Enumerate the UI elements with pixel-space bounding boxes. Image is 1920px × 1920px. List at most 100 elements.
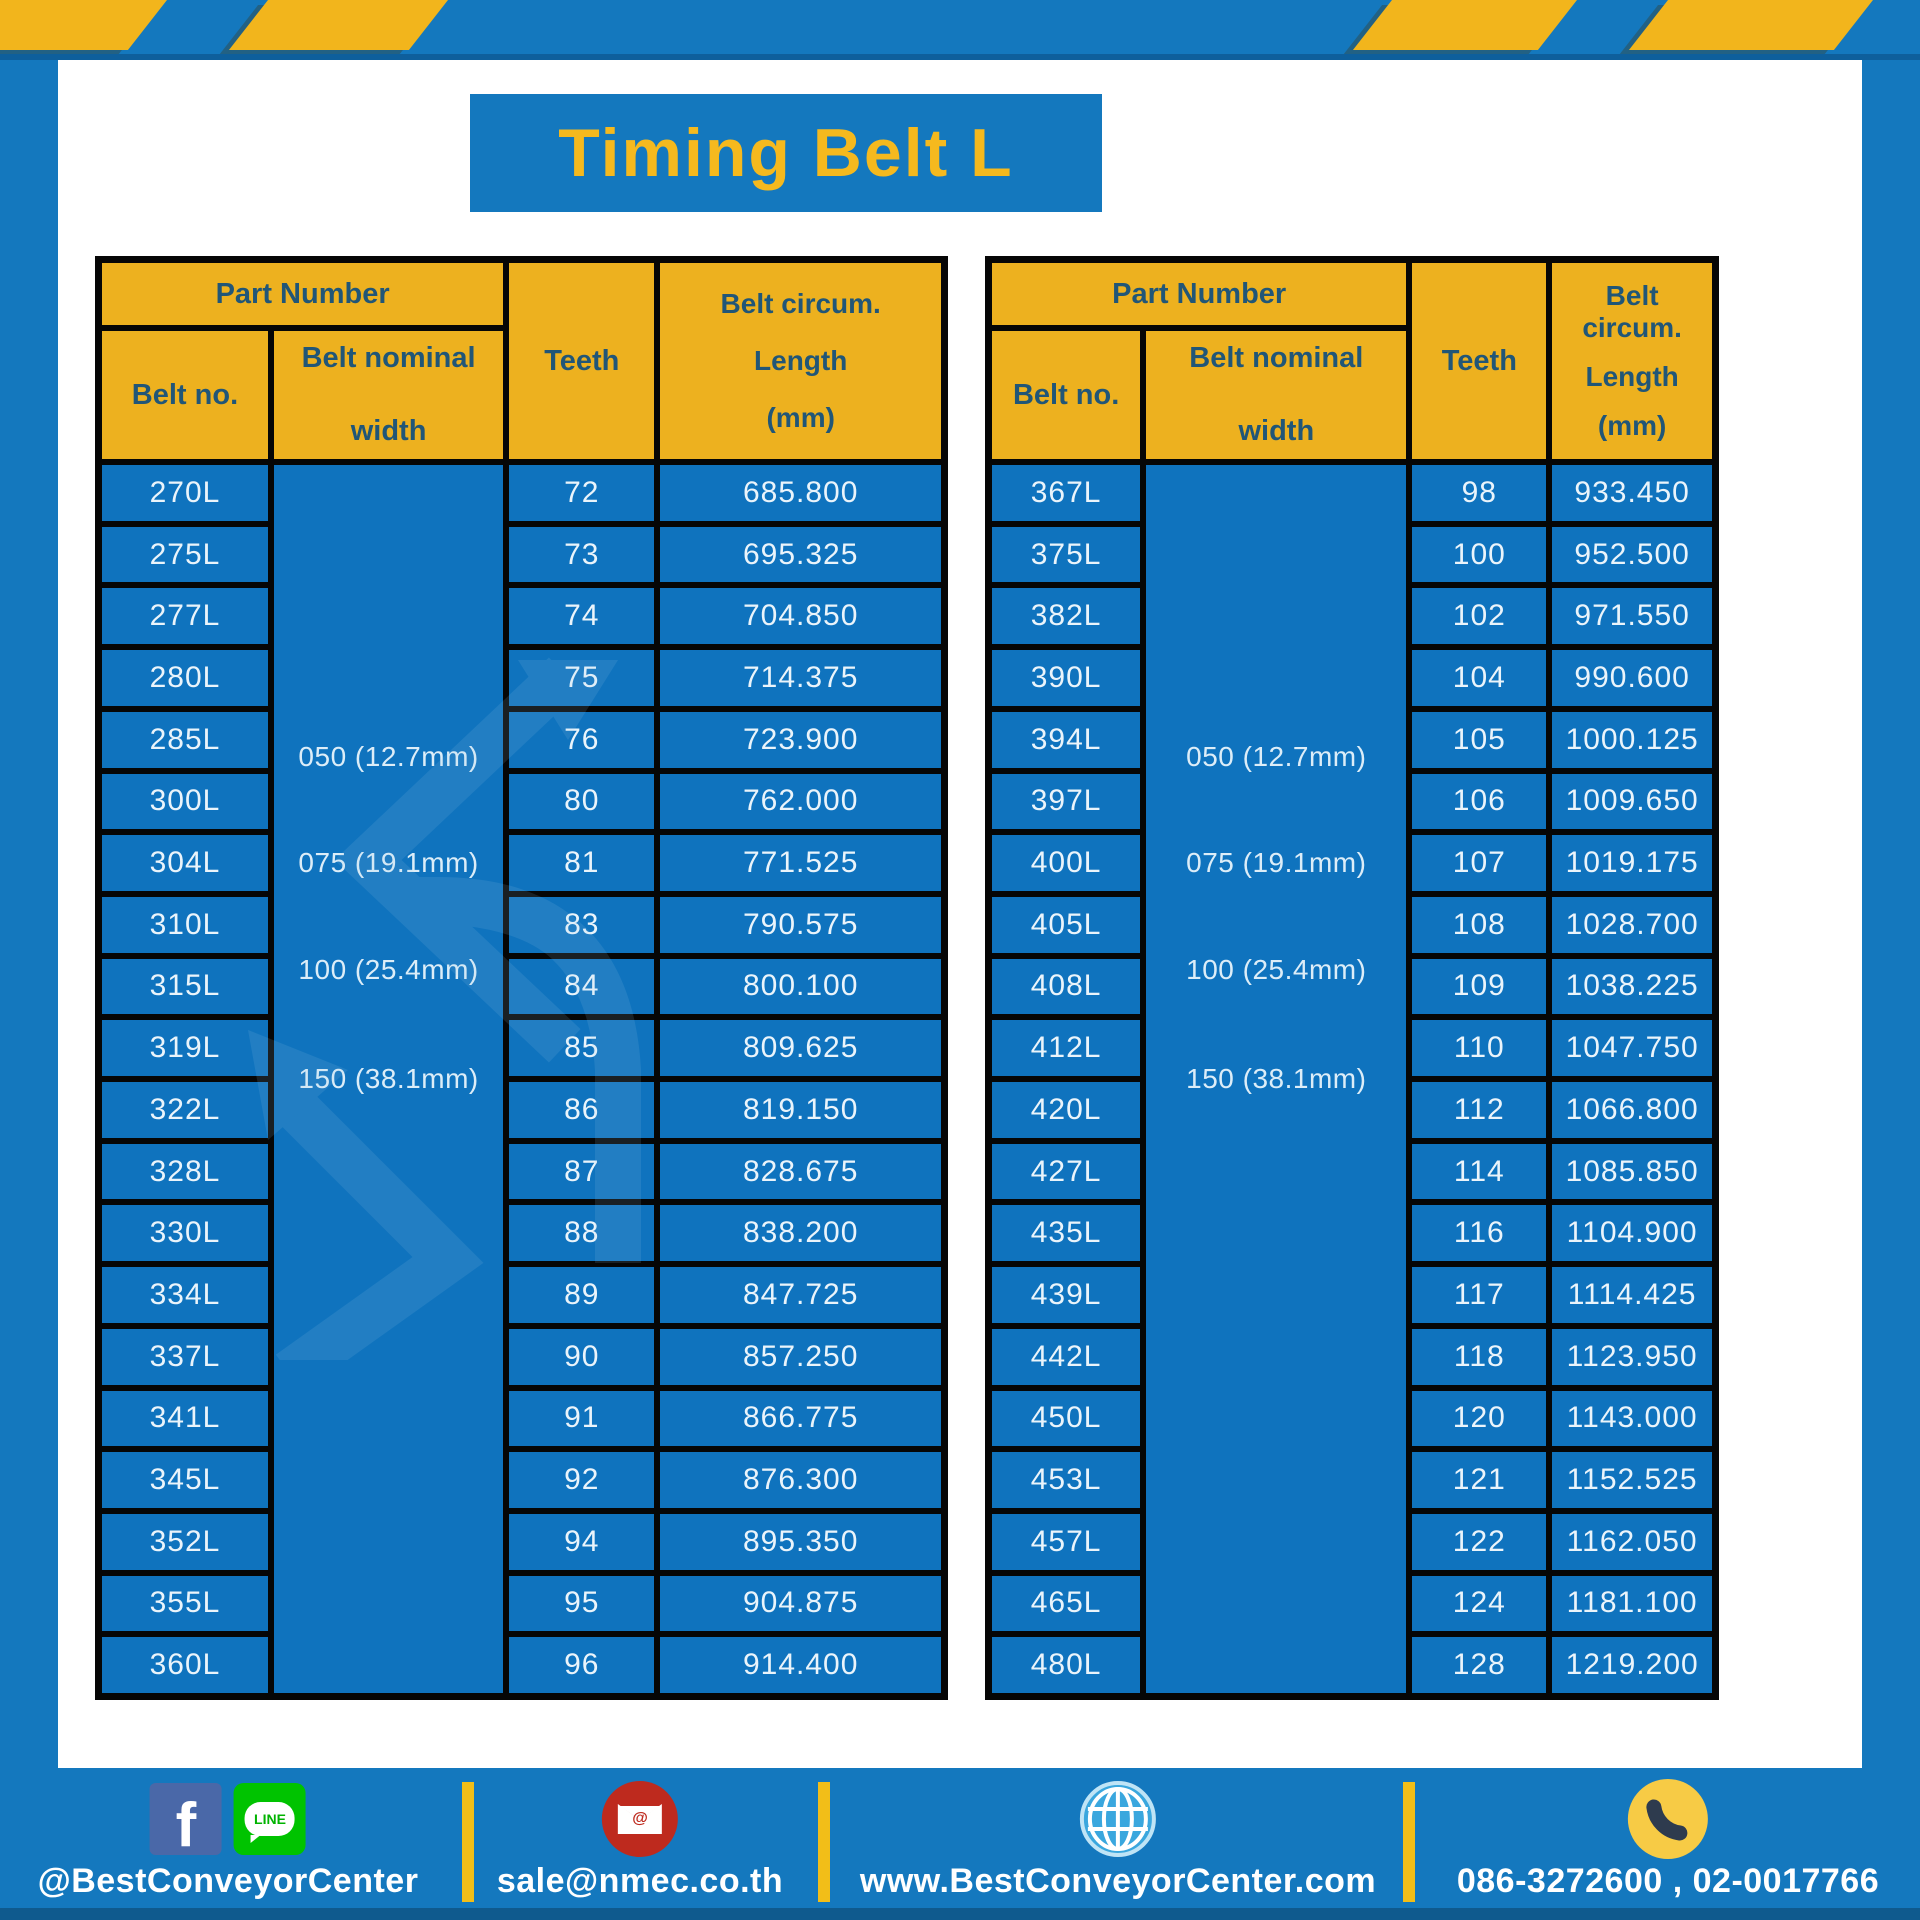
belt-width-merged-cell: 050 (12.7mm) 075 (19.1mm) 100 (25.4mm) 1… — [1146, 465, 1407, 1693]
belt-no-cell: 300L — [102, 773, 268, 830]
length-cell: 809.625 — [660, 1020, 941, 1076]
belt-no-cell: 375L — [992, 526, 1141, 583]
belt-no-cell: 453L — [992, 1452, 1141, 1508]
belt-width-value: 150 (38.1mm) — [298, 1063, 479, 1094]
teeth-cell: 118 — [1412, 1328, 1547, 1385]
belt-no-cell: 352L — [102, 1513, 268, 1570]
timing-belt-table-right: Part Number Belt no. Belt nominal width … — [985, 256, 1719, 1700]
globe-icon — [1080, 1781, 1156, 1857]
teeth-cell: 95 — [509, 1575, 655, 1632]
belt-no-cell: 457L — [992, 1513, 1141, 1570]
footer-divider — [462, 1782, 474, 1902]
length-cell: 819.150 — [660, 1082, 941, 1138]
email-icon: @ — [602, 1781, 678, 1857]
length-cell: 714.375 — [660, 650, 941, 706]
teeth-cell: 114 — [1412, 1143, 1547, 1200]
bottom-edge-shadow — [0, 1908, 1920, 1920]
website-label: www.BestConveyorCenter.com — [859, 1862, 1377, 1900]
belt-width-value: 100 (25.4mm) — [298, 953, 479, 985]
teeth-cell: 117 — [1412, 1267, 1547, 1323]
length-cell: 1009.650 — [1552, 773, 1712, 830]
belt-no-cell: 285L — [102, 711, 268, 768]
belt-width-value: 150 (38.1mm) — [1186, 1063, 1367, 1094]
teeth-cell: 102 — [1412, 588, 1547, 645]
belt-no-cell: 280L — [102, 650, 268, 706]
belt-width-value: 050 (12.7mm) — [1186, 741, 1367, 773]
belt-no-cell: 341L — [102, 1390, 268, 1447]
belt-no-cell: 382L — [992, 588, 1141, 645]
teeth-cell: 92 — [509, 1452, 655, 1508]
belt-no-cell: 277L — [102, 588, 268, 645]
teeth-cell: 98 — [1412, 465, 1547, 521]
teeth-cell: 94 — [509, 1513, 655, 1570]
teeth-cell: 83 — [509, 896, 655, 953]
teeth-cell: 85 — [509, 1020, 655, 1076]
hazard-stripe — [228, 0, 448, 50]
length-cell: 828.675 — [660, 1143, 941, 1200]
social-handle-label: @BestConveyorCenter — [37, 1862, 419, 1900]
length-cell: 904.875 — [660, 1575, 941, 1632]
footer-divider — [1403, 1782, 1415, 1902]
phone-icon — [1627, 1779, 1708, 1859]
teeth-cell: 86 — [509, 1082, 655, 1138]
belt-no-cell: 334L — [102, 1267, 268, 1323]
teeth-cell: 74 — [509, 588, 655, 645]
footer-divider — [818, 1782, 830, 1902]
belt-no-cell: 465L — [992, 1575, 1141, 1632]
circ-line2: Length — [1585, 361, 1679, 392]
teeth-cell: 100 — [1412, 526, 1547, 583]
belt-no-cell: 427L — [992, 1143, 1141, 1200]
col-header-belt-no: Belt no. — [992, 331, 1141, 459]
teeth-cell: 110 — [1412, 1020, 1547, 1076]
teeth-cell: 112 — [1412, 1082, 1547, 1138]
length-cell: 1114.425 — [1552, 1267, 1712, 1323]
facebook-icon: f — [150, 1783, 222, 1855]
length-cell: 1019.175 — [1552, 835, 1712, 891]
teeth-cell: 116 — [1412, 1205, 1547, 1262]
belt-no-cell: 322L — [102, 1082, 268, 1138]
length-cell: 990.600 — [1552, 650, 1712, 706]
teeth-cell: 120 — [1412, 1390, 1547, 1447]
footer-email-group: @ sale@nmec.co.th — [497, 1780, 783, 1901]
belt-width-value: 075 (19.1mm) — [298, 846, 479, 878]
belt-no-cell: 304L — [102, 835, 268, 891]
length-cell: 838.200 — [660, 1205, 941, 1262]
teeth-cell: 80 — [509, 773, 655, 830]
teeth-cell: 128 — [1412, 1637, 1547, 1693]
length-cell: 1000.125 — [1552, 711, 1712, 768]
teeth-cell: 91 — [509, 1390, 655, 1447]
belt-no-cell: 319L — [102, 1020, 268, 1076]
teeth-cell: 104 — [1412, 650, 1547, 706]
length-cell: 1152.525 — [1552, 1452, 1712, 1508]
col-header-part-number: Part Number — [992, 263, 1407, 325]
belt-no-cell: 275L — [102, 526, 268, 583]
teeth-cell: 88 — [509, 1205, 655, 1262]
length-cell: 1219.200 — [1552, 1637, 1712, 1693]
length-cell: 1123.950 — [1552, 1328, 1712, 1385]
teeth-cell: 87 — [509, 1143, 655, 1200]
length-cell: 685.800 — [660, 465, 941, 521]
teeth-cell: 96 — [509, 1637, 655, 1693]
belt-no-cell: 408L — [992, 958, 1141, 1015]
top-hazard-band — [0, 0, 1920, 60]
email-at-glyph: @ — [632, 1810, 648, 1827]
length-cell: 790.575 — [660, 896, 941, 953]
col-header-belt-circum-length: Belt circum. Length (mm) — [1552, 263, 1712, 459]
belt-no-cell: 480L — [992, 1637, 1141, 1693]
teeth-cell: 124 — [1412, 1575, 1547, 1632]
length-cell: 866.775 — [660, 1390, 941, 1447]
teeth-cell: 73 — [509, 526, 655, 583]
teeth-cell: 72 — [509, 465, 655, 521]
belt-no-cell: 315L — [102, 958, 268, 1015]
length-cell: 704.850 — [660, 588, 941, 645]
circ-line3: (mm) — [1597, 410, 1667, 441]
length-cell: 971.550 — [1552, 588, 1712, 645]
length-cell: 771.525 — [660, 835, 941, 891]
page-body: Timing Belt L Part Number Belt no. Belt … — [58, 60, 1862, 1768]
phone-label: 086-3272600 , 02-0017766 — [1456, 1862, 1880, 1900]
email-label: sale@nmec.co.th — [496, 1862, 784, 1900]
length-cell: 1143.000 — [1552, 1390, 1712, 1447]
circ-line1: Belt circum. — [720, 288, 881, 319]
belt-nominal-line2: width — [1238, 415, 1315, 447]
length-cell: 895.350 — [660, 1513, 941, 1570]
